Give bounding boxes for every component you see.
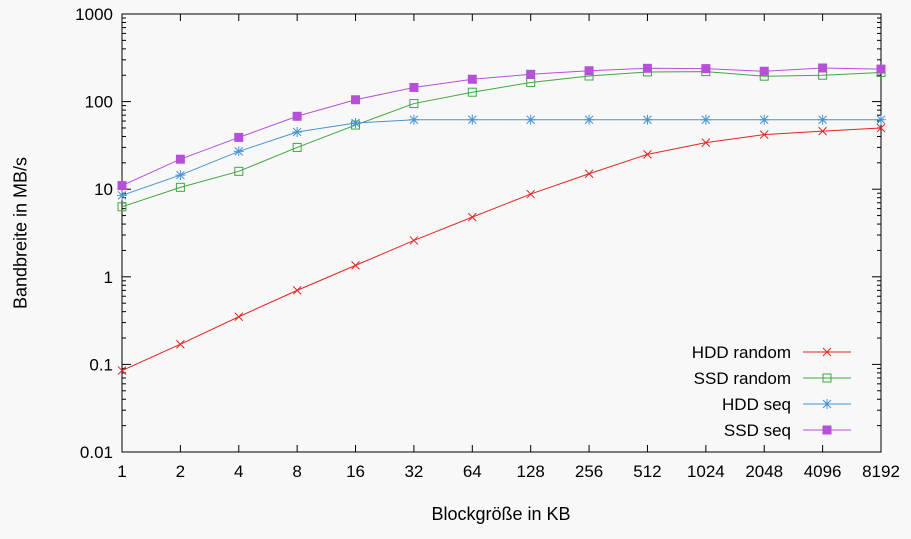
legend-item: SSD seq: [724, 421, 851, 440]
legend-label: SSD seq: [724, 421, 791, 440]
legend-label: HDD random: [692, 343, 791, 362]
y-axis-title: Bandbreite in MB/s: [10, 156, 31, 310]
y-tick-label: 0.01: [80, 443, 113, 462]
x-tick-label: 2048: [745, 462, 783, 481]
x-tick-label: 2: [176, 462, 185, 481]
x-tick-label: 1: [117, 462, 126, 481]
y-tick-label: 100: [85, 93, 113, 112]
y-tick-label: 1000: [75, 5, 113, 24]
x-tick-label: 512: [633, 462, 661, 481]
x-tick-label: 16: [346, 462, 365, 481]
legend: HDD random SSD random HDD seq SSD seq: [692, 343, 851, 440]
y-tick-label: 10: [94, 180, 113, 199]
legend-label: SSD random: [694, 369, 791, 388]
series-ssd-seq: [117, 63, 886, 191]
x-tick-label: 128: [517, 462, 545, 481]
legend-item: HDD seq: [722, 395, 851, 414]
x-tick-label: 32: [404, 462, 423, 481]
x-tick-label: 64: [463, 462, 482, 481]
y-axis: 0.01 0.1 1 10 100 1000: [75, 5, 881, 462]
x-tick-label: 256: [575, 462, 603, 481]
x-tick-label: 8192: [862, 462, 900, 481]
x-tick-label: 4: [234, 462, 243, 481]
x-axis: 1 2 4 8 16 32 64 128 256 512 1024 2048 4096 8192: [117, 14, 900, 481]
y-tick-label: 0.1: [89, 355, 113, 374]
y-tick-label: 1: [104, 268, 113, 287]
legend-item: HDD random: [692, 343, 851, 362]
x-tick-label: 8: [292, 462, 301, 481]
series-hdd-seq: [117, 114, 886, 201]
x-axis-title: Blockgröße in KB: [431, 504, 571, 524]
series-hdd-random: [117, 123, 886, 375]
plot-border: [121, 13, 882, 453]
x-tick-label: 1024: [687, 462, 725, 481]
x-tick-label: 4096: [804, 462, 842, 481]
legend-item: SSD random: [694, 369, 851, 388]
legend-label: HDD seq: [722, 395, 791, 414]
